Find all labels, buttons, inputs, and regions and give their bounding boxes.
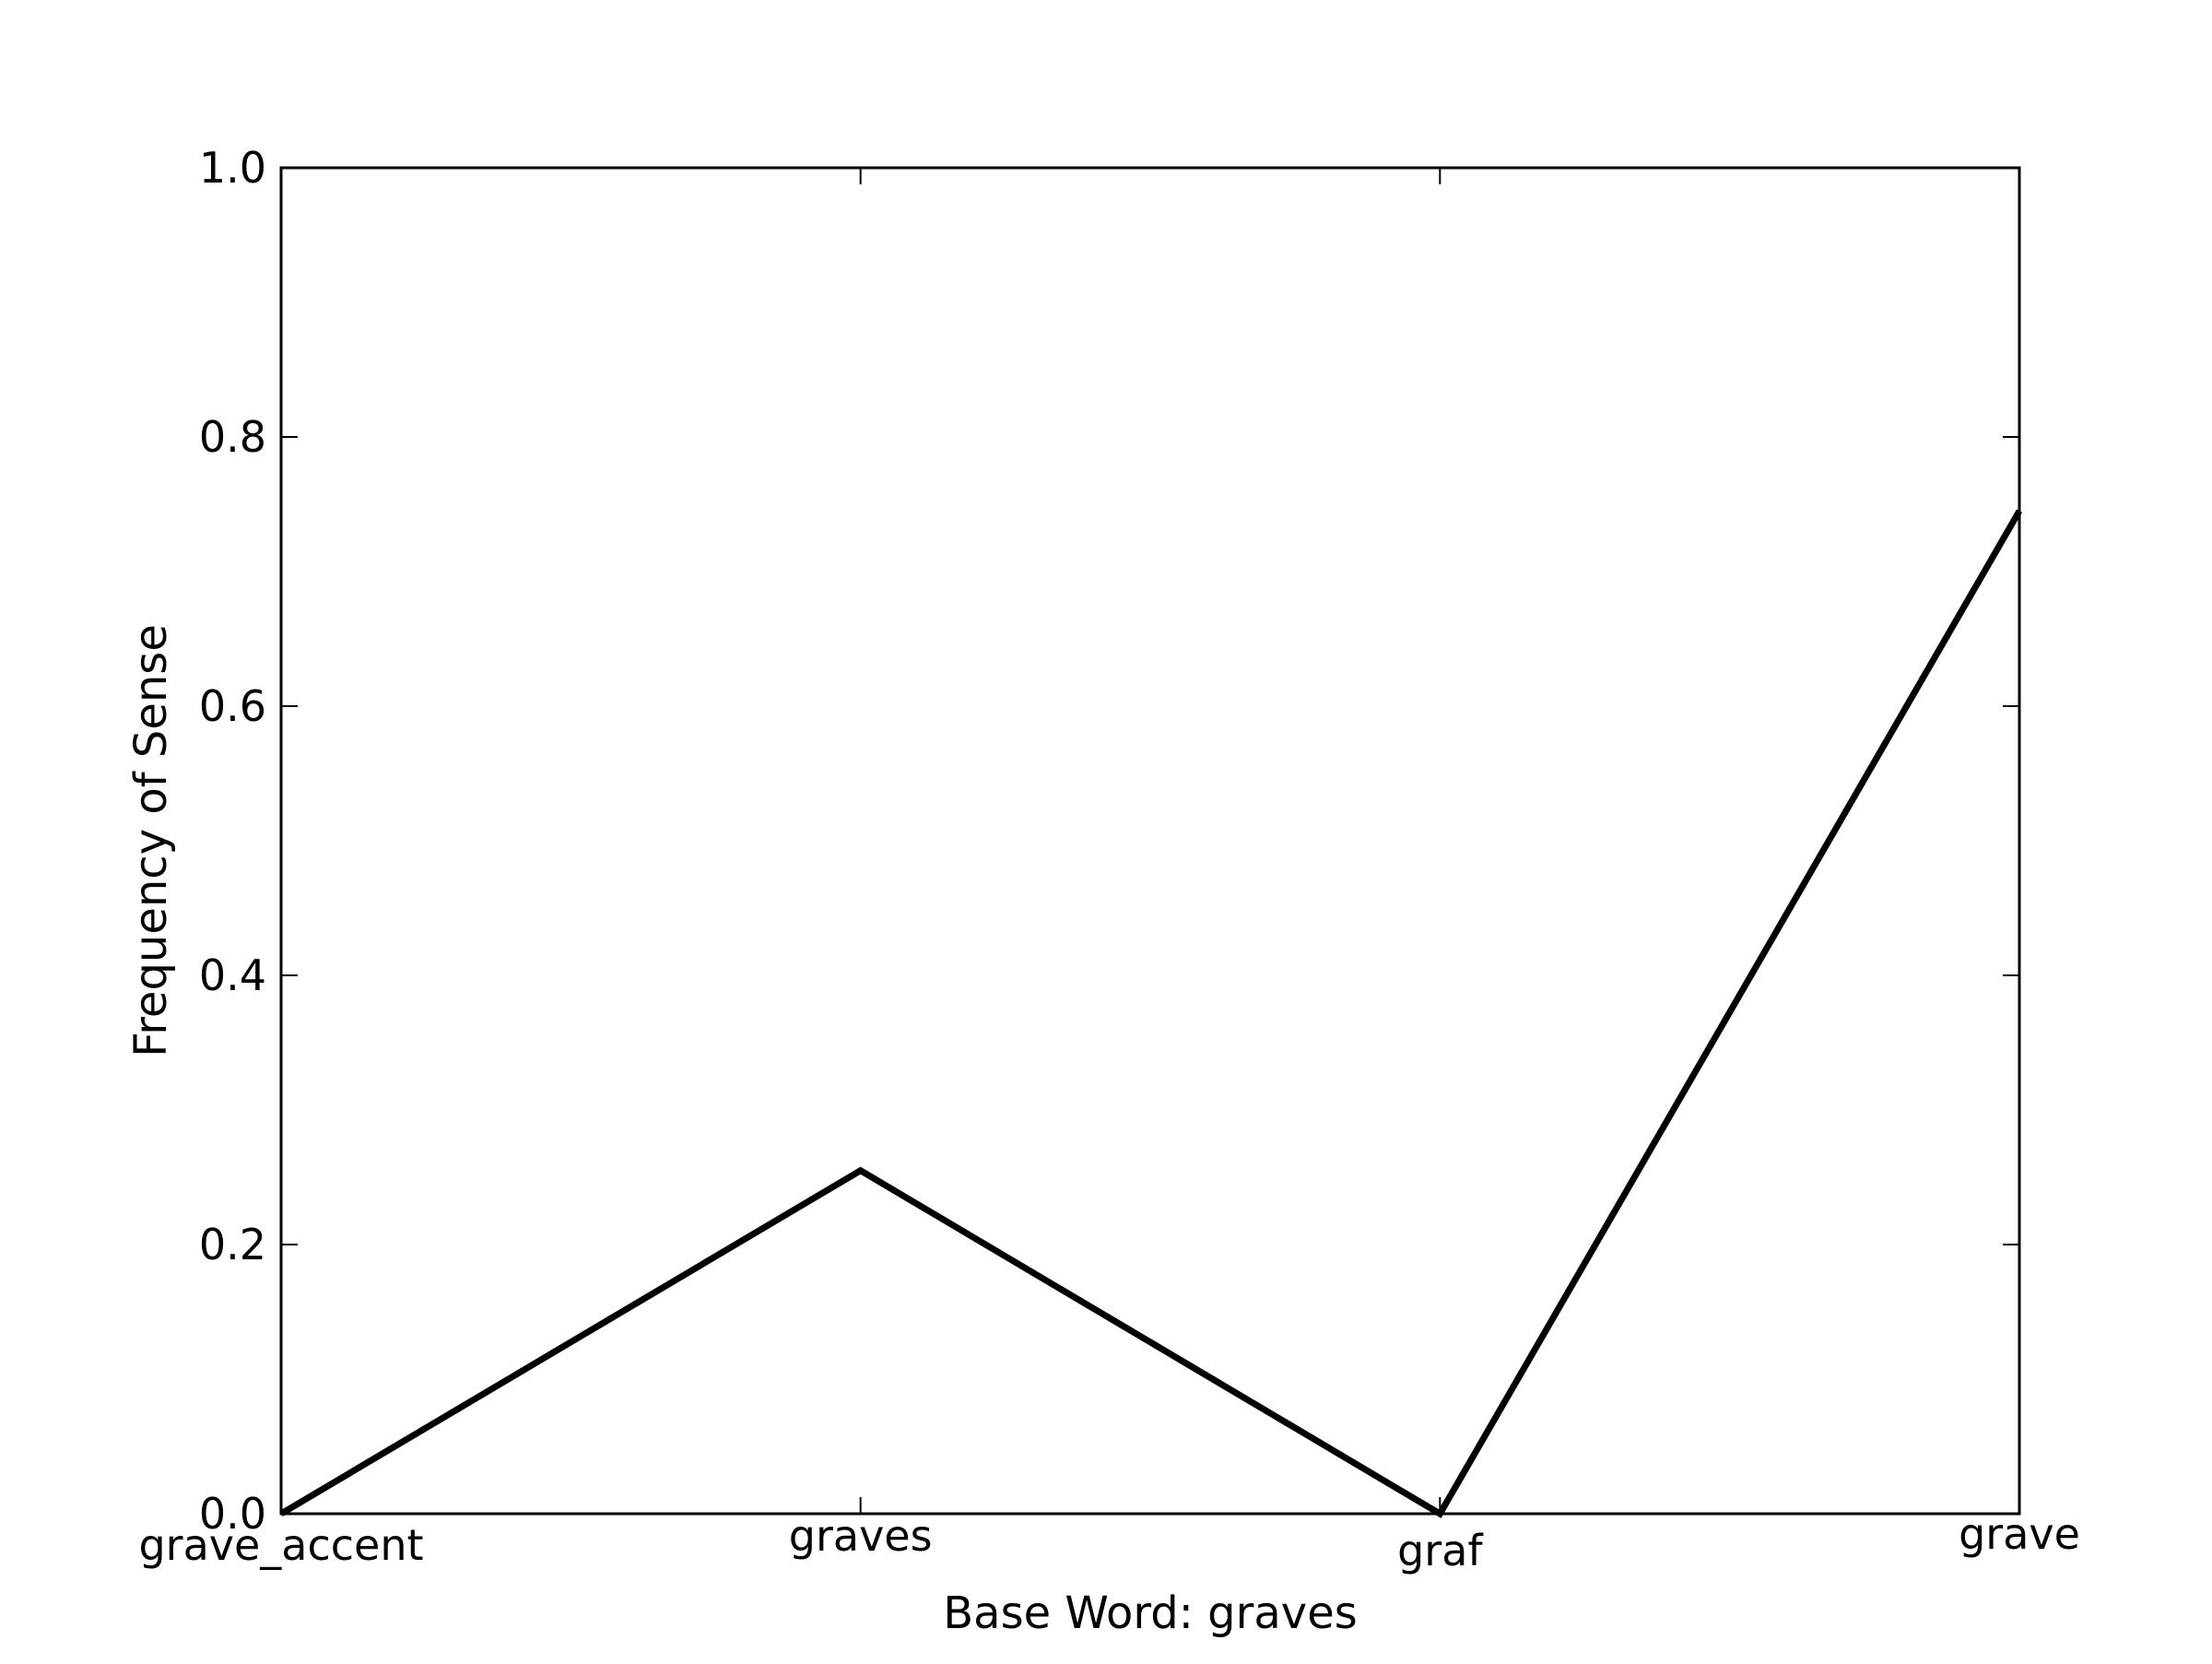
- y-tick-label: 0.2: [199, 1220, 266, 1269]
- y-tick-label: 0.4: [199, 950, 266, 1000]
- y-axis-label: Frequency of Sense: [125, 624, 177, 1057]
- x-axis-label: Base Word: graves: [943, 1587, 1358, 1639]
- x-tick-label: graf: [1397, 1526, 1484, 1575]
- x-tick-label: graves: [789, 1511, 933, 1561]
- y-tick-labels: 0.0 0.2 0.4 0.6 0.8 1.0: [199, 143, 266, 1539]
- y-tick-label: 1.0: [199, 143, 266, 193]
- series-line: [279, 509, 2023, 1518]
- y-tick-label: 0.6: [199, 681, 266, 731]
- x-tick-label: grave: [1959, 1509, 2080, 1559]
- plot-frame: [279, 166, 2021, 1516]
- x-tick-label: grave_accent: [138, 1520, 423, 1570]
- plot-ticks: [280, 167, 2020, 1515]
- x-tick-labels: grave_accent graves graf grave: [138, 1509, 2079, 1575]
- y-tick-label: 0.8: [199, 412, 266, 462]
- y-tick-label: 0.0: [199, 1489, 266, 1539]
- plot-series: [279, 509, 2023, 1518]
